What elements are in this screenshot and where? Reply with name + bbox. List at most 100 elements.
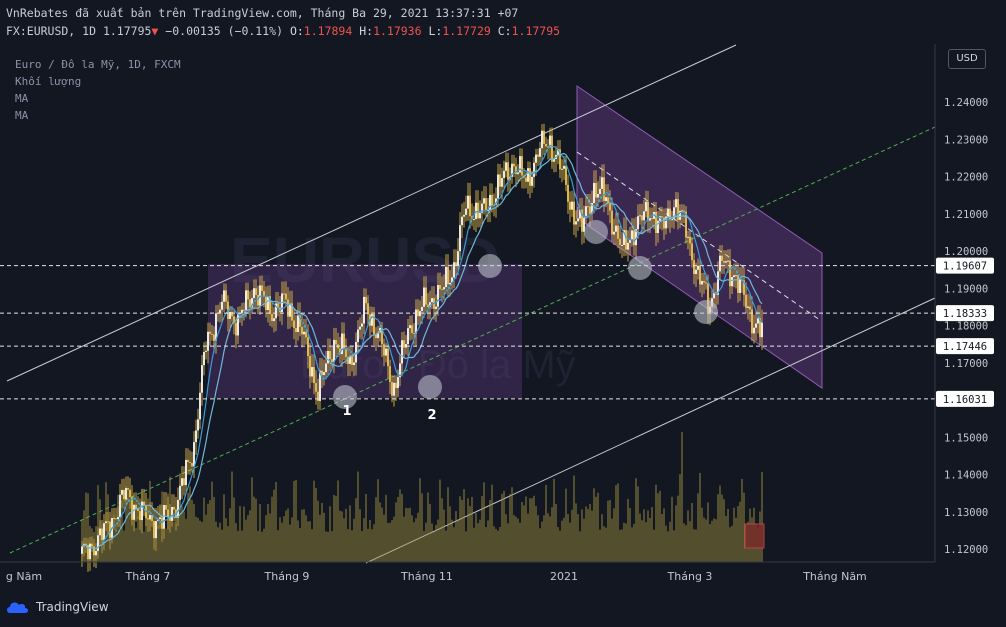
candle-body bbox=[609, 203, 611, 211]
candle-body bbox=[395, 382, 397, 389]
volume-bar bbox=[489, 499, 491, 562]
candle-body bbox=[657, 220, 659, 234]
candle-body bbox=[529, 168, 531, 186]
candle-body bbox=[739, 279, 741, 293]
low-value: 1.17729 bbox=[442, 24, 491, 38]
y-tick-label: 1.17000 bbox=[944, 358, 988, 370]
candle-body bbox=[93, 546, 95, 556]
volume-bar bbox=[205, 514, 207, 562]
volume-bar bbox=[255, 498, 257, 562]
tradingview-cloud-icon bbox=[7, 602, 28, 613]
candle-body bbox=[163, 504, 165, 529]
legend-ma-1[interactable]: MA bbox=[15, 92, 29, 105]
last-price: 1.17795 bbox=[102, 24, 152, 38]
volume-bar bbox=[715, 519, 717, 562]
legend-volume[interactable]: Khối lượng bbox=[15, 75, 82, 88]
currency-button[interactable]: USD bbox=[948, 49, 986, 69]
candle-body bbox=[137, 508, 139, 512]
candle-body bbox=[689, 236, 691, 244]
candle-body bbox=[359, 326, 361, 330]
low-label: L: bbox=[428, 24, 443, 38]
volume-bar bbox=[569, 522, 571, 562]
volume-bar bbox=[585, 506, 587, 562]
volume-bar bbox=[165, 528, 167, 562]
candle-body bbox=[367, 303, 369, 315]
open-label: O: bbox=[289, 24, 304, 38]
candle-body bbox=[181, 478, 183, 486]
volume-bar bbox=[727, 508, 729, 562]
volume-bar bbox=[605, 527, 607, 562]
candle-body bbox=[603, 177, 605, 201]
legend-ma-2[interactable]: MA bbox=[15, 109, 29, 122]
volume-bar bbox=[325, 531, 327, 562]
volume-bar bbox=[395, 502, 397, 562]
volume-bar bbox=[187, 492, 189, 562]
price-level-label: 1.16031 bbox=[943, 394, 987, 406]
candle-body bbox=[91, 543, 93, 547]
candle-body bbox=[569, 201, 571, 210]
volume-bar bbox=[345, 508, 347, 562]
y-tick-label: 1.22000 bbox=[944, 172, 988, 184]
volume-bar bbox=[457, 520, 459, 562]
volume-bar bbox=[359, 509, 361, 562]
volume-bar bbox=[121, 502, 123, 562]
candle-body bbox=[647, 201, 649, 221]
candle-body bbox=[667, 208, 669, 217]
volume-bar bbox=[485, 527, 487, 562]
volume-bar bbox=[453, 527, 455, 562]
candle-body bbox=[423, 287, 425, 307]
pivot-circle bbox=[478, 254, 502, 278]
volume-bar bbox=[349, 505, 351, 562]
candle-body bbox=[761, 322, 763, 338]
volume-bar bbox=[617, 483, 619, 562]
x-tick-label: Tháng 3 bbox=[667, 570, 713, 583]
candle-body bbox=[229, 312, 231, 319]
volume-bar bbox=[377, 479, 379, 562]
candle-body bbox=[339, 348, 341, 355]
candle-body bbox=[89, 543, 91, 560]
candle-body bbox=[165, 504, 167, 510]
candle-body bbox=[623, 230, 625, 245]
volume-bar bbox=[235, 523, 237, 562]
candle-body bbox=[625, 230, 627, 250]
candle-body bbox=[355, 342, 357, 363]
y-tick-label: 1.21000 bbox=[944, 209, 988, 221]
candle-body bbox=[597, 194, 599, 198]
volume-bar bbox=[665, 525, 667, 562]
volume-bar bbox=[451, 519, 453, 562]
volume-bar bbox=[567, 514, 569, 562]
volume-bar bbox=[221, 529, 223, 562]
x-tick-label: Tháng Năm bbox=[802, 570, 867, 583]
candle-body bbox=[377, 332, 379, 339]
candle-body bbox=[409, 325, 411, 329]
volume-bar bbox=[419, 478, 421, 562]
candle-body bbox=[521, 156, 523, 176]
candle-body bbox=[199, 392, 201, 420]
candle-body bbox=[297, 315, 299, 333]
candle-body bbox=[581, 209, 583, 232]
candle-body bbox=[673, 207, 675, 219]
candle-body bbox=[681, 210, 683, 212]
volume-bar bbox=[647, 510, 649, 562]
price-chart[interactable]: EURUSD Euro / Đô la Mỹ 1.196071.183331.1… bbox=[0, 44, 1006, 592]
volume-bar bbox=[629, 508, 631, 562]
tradingview-logo[interactable]: TradingView bbox=[6, 600, 109, 614]
volume-bar bbox=[625, 523, 627, 562]
candle-body bbox=[311, 367, 313, 377]
candle-body bbox=[373, 314, 375, 335]
volume-bar bbox=[635, 478, 637, 562]
volume-bar bbox=[597, 492, 599, 562]
volume-bar bbox=[415, 518, 417, 562]
volume-bar bbox=[227, 526, 229, 562]
volume-bar bbox=[593, 488, 595, 562]
candle-body bbox=[745, 294, 747, 308]
price-level-tag bbox=[936, 338, 994, 355]
volume-bar bbox=[191, 499, 193, 562]
candle-body bbox=[661, 216, 663, 218]
candle-body bbox=[531, 176, 533, 186]
volume-bar bbox=[223, 494, 225, 562]
volume-bar bbox=[433, 531, 435, 562]
candle-body bbox=[365, 296, 367, 304]
pivot-circle bbox=[333, 385, 357, 409]
candle-body bbox=[99, 528, 101, 536]
